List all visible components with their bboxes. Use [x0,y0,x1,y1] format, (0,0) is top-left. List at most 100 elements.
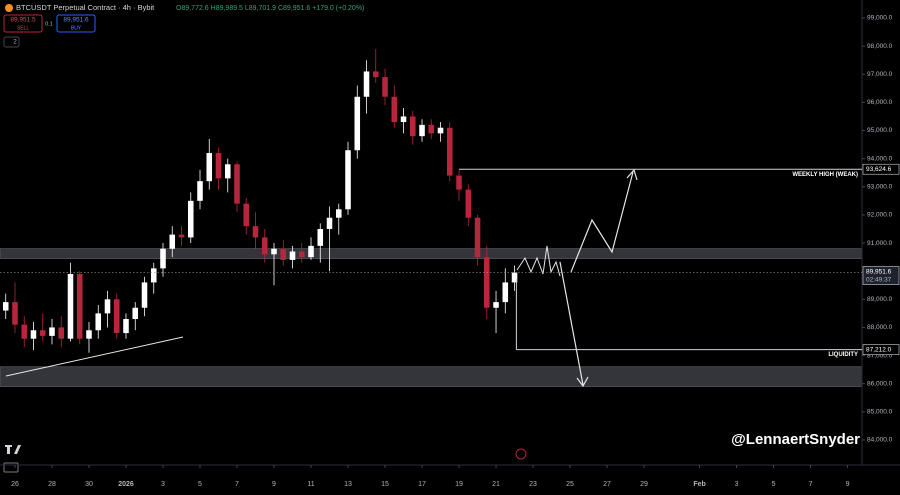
indicator-count: 2 [13,40,17,46]
indicators-toggle[interactable] [3,36,20,48]
x-tick-label: 26 [11,481,19,488]
candle-body [474,217,481,258]
x-tick-label: 29 [640,481,648,488]
y-tick-label: 97,000.0 [867,71,893,78]
y-tick-label: 88,000.0 [867,324,893,331]
x-tick-label: 3 [161,481,165,488]
candle-body [187,200,194,238]
candle-body [419,124,425,137]
x-tick-label: 23 [529,481,537,488]
candle-body [2,302,9,311]
price-tag-label: 93,624.6 [866,166,892,173]
x-tick-label: 30 [85,481,93,488]
candle-body [308,245,314,258]
candle-body [95,313,102,331]
x-tick-label: 5 [198,481,202,488]
candle-body [456,175,462,190]
candle-body [215,153,222,179]
candle-body [447,127,453,176]
x-tick-label: 5 [772,481,776,488]
y-tick-label: 85,000.0 [867,409,893,416]
level-label: LIQUIDITY [828,352,858,358]
x-tick-label: 9 [846,481,850,488]
x-tick-label: 21 [492,481,500,488]
candle-body [104,299,111,314]
symbol-icon [5,4,13,12]
goto-button[interactable] [3,462,19,473]
y-tick-label: 92,000.0 [867,212,893,219]
candle-body [252,226,259,238]
candle-body [317,228,324,246]
candle-body [197,181,203,201]
level-label: WEEKLY HIGH (WEAK) [792,172,858,178]
price-tag-label: 87,212.0 [866,346,892,353]
sell-button[interactable] [3,14,43,33]
candle-body [132,307,139,320]
candle-body [224,164,231,179]
x-tick-label: 7 [809,481,813,488]
candle-body [160,248,166,269]
x-tick-label: Feb [693,481,705,488]
projection-arrow-down [559,261,584,386]
candle-body [363,71,370,97]
sell-label: SELL [17,25,29,31]
candle-body [67,273,74,339]
candle-body [49,327,55,336]
y-tick-label: 86,000.0 [867,380,893,387]
price-tag [862,344,900,355]
candle-body [141,282,148,308]
candle-body [326,217,333,229]
candle-body [391,96,398,123]
candle-body [400,116,407,123]
arrow-head [576,376,589,388]
y-tick-label: 93,000.0 [867,184,893,191]
candle-body [12,302,18,325]
y-tick-label: 91,000.0 [867,240,893,247]
candle-body [30,330,37,339]
x-tick-label: 15 [381,481,389,488]
x-tick-label: 2026 [118,481,134,488]
last-price-label: 89,951.6 [866,268,892,275]
candle-body [289,251,296,260]
candle-body [410,116,416,137]
candle-body [428,124,435,134]
candle-body [437,127,444,134]
candle-body [169,234,176,249]
buy-price: 89,951.6 [63,17,89,24]
candle-body [21,324,28,339]
candle-body [261,237,268,255]
spread: 0.1 [45,21,53,27]
candle-body [511,272,518,283]
candle-body [39,330,46,336]
candle-body [113,299,120,334]
ohlc: O89,772.6 H89,989.5 L89,701.9 C89,951.6 … [176,5,364,12]
event-marker[interactable] [515,448,527,460]
candle-body [234,164,240,204]
x-tick-label: 13 [344,481,352,488]
y-tick-label: 98,000.0 [867,43,893,50]
price-tag [862,163,900,175]
candle-body [372,71,379,78]
candle-body [271,248,277,255]
candle-body [345,150,351,210]
last-price-tag [862,266,900,285]
x-tick-label: 3 [735,481,739,488]
countdown: 02:49:37 [866,276,892,283]
candle-body [465,189,472,218]
trend-line [5,336,184,377]
candle-body [502,282,509,303]
candle-body [206,153,213,182]
candle-body [493,302,499,308]
x-tick-label: 19 [455,481,463,488]
tv-logo [5,445,21,454]
zone [0,248,863,259]
x-tick-label: 27 [603,481,611,488]
candle-body [484,257,490,308]
x-tick-label: 7 [235,481,239,488]
buy-button[interactable] [56,14,96,33]
candle-body [178,234,185,238]
candle-body [335,209,342,218]
candle-body [76,273,83,339]
projection-arrow-up [570,171,634,273]
